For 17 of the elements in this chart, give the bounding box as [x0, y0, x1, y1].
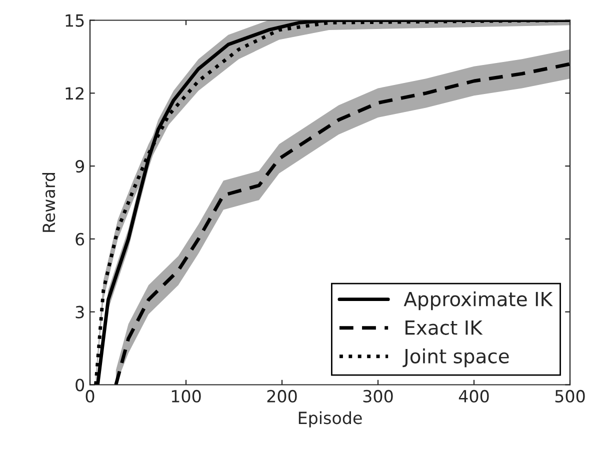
x-tick-label: 100: [172, 390, 201, 403]
y-tick-label: 12: [66, 87, 84, 100]
x-tick-label: 300: [363, 390, 393, 403]
x-tick-label: 400: [458, 390, 489, 403]
x-tick-label: 0: [86, 390, 94, 403]
x-tick-label: 200: [267, 390, 297, 403]
y-tick-label: 3: [76, 306, 84, 318]
legend-label: Exact IK: [406, 320, 483, 335]
legend-label: Joint space: [402, 348, 509, 368]
x-tick-label: 500: [555, 390, 585, 403]
legend-label: Approximate IK: [404, 291, 553, 310]
x-axis-title: Episode: [298, 411, 362, 428]
y-tick-label: 6: [76, 232, 84, 246]
y-tick-label: 0: [76, 378, 84, 392]
y-tick-label: 15: [66, 14, 84, 27]
y-axis-title: Reward: [42, 172, 56, 232]
y-tick-label: 9: [76, 160, 84, 173]
